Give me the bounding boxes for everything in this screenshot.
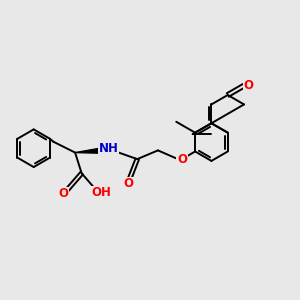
Text: O: O	[124, 177, 134, 190]
Polygon shape	[75, 147, 105, 153]
Text: O: O	[177, 153, 187, 166]
Text: O: O	[58, 187, 68, 200]
Text: OH: OH	[92, 186, 112, 199]
Text: NH: NH	[99, 142, 118, 155]
Text: O: O	[244, 79, 254, 92]
